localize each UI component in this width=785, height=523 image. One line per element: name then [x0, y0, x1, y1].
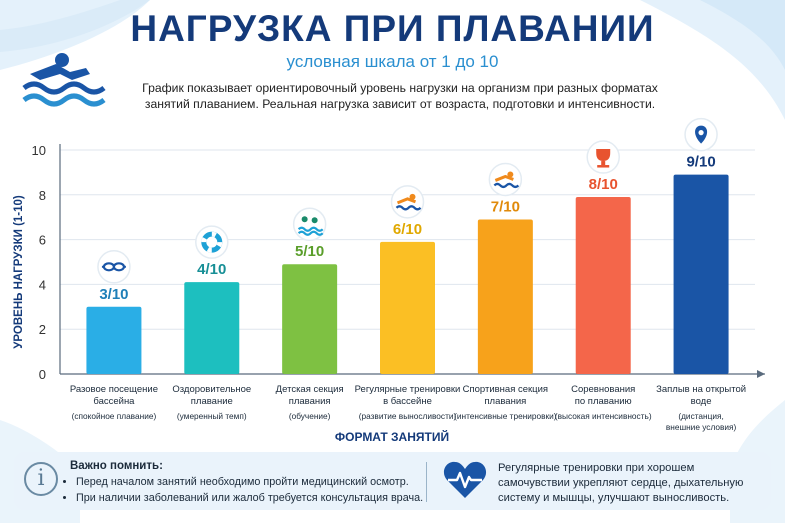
swimmer-icon	[390, 185, 425, 219]
x-category-label: плавание	[191, 396, 233, 407]
x-category-label: Оздоровительное	[172, 384, 251, 395]
water-wave	[297, 230, 324, 236]
bar	[86, 306, 142, 374]
bar-value-label: 4/10	[197, 261, 226, 278]
y-tick-label: 8	[39, 188, 46, 203]
x-category-label: Регулярные тренировки	[355, 384, 461, 395]
y-tick-label: 4	[39, 277, 46, 292]
x-category-label: Детская секция	[276, 384, 344, 395]
x-category-label: Соревнования	[571, 384, 635, 395]
x-axis-title: ФОРМАТ ЗАНЯТИЙ	[335, 429, 449, 444]
swimmer-body	[396, 197, 417, 205]
trophy-cup	[596, 149, 611, 162]
bar-value-label: 7/10	[491, 198, 520, 215]
bar-value-label: 9/10	[686, 154, 715, 171]
chart-description: График показывает ориентировочный уровен…	[142, 81, 658, 111]
bar-value-label: 5/10	[295, 243, 324, 260]
x-category-sublabel: (развитие выносливости)	[359, 411, 457, 421]
heart-pulse-icon	[443, 461, 487, 498]
notes-item: Перед началом занятий необходимо пройти …	[76, 474, 423, 490]
swimmer-head	[409, 193, 416, 200]
water-wave	[297, 226, 324, 232]
trophy-stem	[601, 161, 606, 166]
x-category-sublabel: (обучение)	[289, 411, 331, 421]
x-category-label: Спортивная секция	[463, 384, 548, 395]
swimmer-body	[494, 174, 514, 182]
swimmer-logo-icon	[22, 53, 106, 107]
lifebuoy-icon	[195, 225, 229, 259]
x-category-label: Заплыв на открытой	[656, 384, 746, 395]
child-head	[311, 217, 318, 224]
x-category-sublabel: (высокая интенсивность)	[555, 411, 652, 421]
bar	[282, 264, 338, 374]
x-category-label: воде	[691, 396, 712, 407]
y-tick-label: 2	[39, 322, 46, 337]
health-tip: Регулярные тренировки при хорошем самочу…	[498, 462, 744, 504]
y-axis-title: УРОВЕНЬ НАГРУЗКИ (1-10)	[13, 195, 25, 349]
bar	[575, 197, 631, 374]
y-tick-label: 10	[32, 143, 46, 158]
bar-value-label: 3/10	[99, 286, 128, 303]
pin-dot	[698, 130, 704, 136]
x-category-label: по плаванию	[575, 396, 632, 407]
x-category-label: плавания	[484, 396, 526, 407]
x-category-label: в бассейне	[383, 396, 432, 407]
x-axis-arrow	[757, 370, 765, 378]
info-icon: i	[24, 462, 58, 496]
notes-divider	[426, 462, 427, 502]
y-tick-label: 6	[39, 233, 46, 248]
x-category-label: плавания	[289, 396, 331, 407]
page-subtitle: условная шкала от 1 до 10	[286, 52, 499, 71]
swimmer-icon	[488, 162, 523, 197]
x-category-sublabel: (спокойное плавание)	[72, 411, 157, 421]
x-category-label: бассейна	[93, 396, 135, 407]
lifebuoy-stripes	[201, 231, 223, 253]
bar	[184, 282, 240, 374]
swimmer-head	[507, 171, 514, 178]
notes-title: Важно помнить:	[70, 460, 163, 472]
child-head	[301, 216, 308, 223]
x-category-sublabel: (умеренный темп)	[177, 411, 247, 421]
bar-value-label: 8/10	[589, 176, 618, 193]
x-category-sublabel: внешние условия)	[666, 422, 737, 432]
x-category-label: Разовое посещение	[70, 384, 158, 395]
bar	[673, 174, 729, 374]
notes-list: Перед началом занятий необходимо пройти …	[58, 474, 423, 506]
bar-value-label: 6/10	[393, 221, 422, 238]
notes-item: При наличии заболеваний или жалоб требуе…	[76, 490, 423, 506]
water-wave	[493, 182, 520, 189]
bar	[380, 241, 435, 374]
water-wave	[395, 205, 422, 211]
trophy-base	[597, 165, 610, 168]
x-category-sublabel: (интенсивные тренировки)	[454, 411, 557, 421]
page-title: НАГРУЗКА ПРИ ПЛАВАНИИ	[130, 8, 655, 49]
x-category-sublabel: (дистанция,	[678, 411, 723, 421]
notes-panel: i Важно помнить: Перед началом занятий н…	[14, 452, 771, 510]
y-tick-label: 0	[39, 367, 46, 382]
bar	[477, 219, 533, 374]
